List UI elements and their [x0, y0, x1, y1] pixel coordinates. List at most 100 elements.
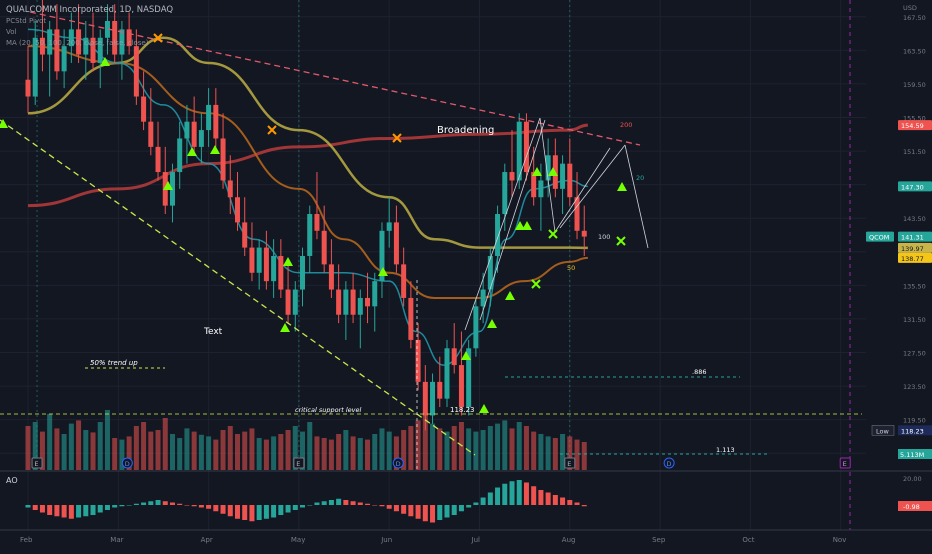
volume-bar [68, 423, 74, 470]
dividend-marker-text: D [125, 460, 130, 468]
ao-bar [83, 505, 89, 517]
candle-body [487, 255, 493, 290]
candle-body [408, 297, 414, 340]
candle-body [451, 348, 457, 366]
ao-bar [292, 505, 298, 510]
volume-bar [343, 430, 349, 470]
candle-body [466, 348, 472, 408]
volume-bar [516, 422, 522, 470]
ao-bar [567, 500, 573, 505]
ao-title[interactable]: AO [6, 476, 18, 485]
candle-body [422, 381, 428, 416]
candle-body [321, 230, 327, 265]
price-badges: 154.59 147.30 141.31 139.97 138.77 QCOM Low 118… [866, 120, 932, 511]
candle-body [444, 348, 450, 399]
ao-badge-text: -0.98 [903, 503, 920, 511]
indicator-pivot[interactable]: PCStd Pivot [6, 17, 46, 25]
cross-marker [392, 133, 402, 143]
ao-bar [502, 483, 508, 505]
ao-bar [343, 500, 349, 505]
low-value-badge [898, 425, 932, 436]
indicator-vol[interactable]: Vol [6, 28, 17, 36]
price-tick-label: 127.50 [903, 350, 926, 358]
candle-body [350, 289, 356, 315]
signal-markers [0, 33, 627, 413]
candle-body [148, 121, 154, 147]
indicator-ma[interactable]: MA (20, 50, 100, 200, close, false, clos… [6, 39, 149, 47]
month-tick-label: May [291, 536, 305, 544]
ao-bar [61, 505, 67, 518]
ao-bar [430, 505, 436, 523]
ao-bar [415, 505, 421, 519]
candle-body [213, 104, 219, 139]
earnings-marker-text: E [296, 460, 300, 468]
ao-bar [357, 502, 363, 505]
volume-bar [126, 436, 132, 470]
future-earnings-marker [839, 457, 851, 469]
ao-bar [372, 505, 378, 506]
candle-body [133, 46, 139, 97]
time-axis[interactable]: Feb Mar Apr May Jun Jul Aug Sep Oct Nov [0, 529, 932, 544]
volume-bar [104, 410, 110, 470]
buy-triangle-marker [283, 257, 293, 266]
dividend-marker [663, 457, 675, 469]
ao-bar [473, 502, 479, 505]
future-earnings-marker-text: E [843, 460, 847, 468]
volume-bar [25, 426, 31, 470]
candle-body [198, 130, 204, 147]
wedge-line-4 [559, 144, 626, 229]
ao-bar [198, 505, 204, 508]
volume-bar [379, 428, 385, 470]
price-tick-label: 167.50 [903, 14, 926, 22]
candle-body [68, 29, 74, 47]
ao-bar [169, 502, 175, 505]
ao-bar [509, 481, 515, 505]
price-tick-label: 155.50 [903, 115, 926, 123]
volume-bar [39, 431, 45, 470]
buy-triangle-marker [515, 221, 525, 230]
wedge-line-2 [479, 119, 546, 321]
volume-bar [365, 439, 371, 470]
ao-bar [560, 497, 566, 505]
ao-bar [458, 505, 464, 512]
ao-bar [148, 501, 154, 505]
price-tick-label: 119.50 [903, 417, 926, 425]
ma20-label: 20 [636, 174, 644, 182]
symbol-title[interactable]: QUALCOMM Incorporated, 1D, NASDAQ [6, 5, 173, 15]
volume-bar [451, 426, 457, 470]
candle-body [83, 37, 89, 55]
buy-triangle-marker [548, 167, 558, 176]
ao-bar [249, 505, 255, 522]
ao-bar [386, 505, 392, 509]
ao-bar [574, 502, 580, 505]
candle-body [523, 121, 529, 173]
volume-bar [198, 434, 204, 470]
candle-body [415, 339, 421, 382]
volume-bar [263, 439, 269, 470]
ma-line-ma50 [27, 45, 588, 299]
price-tick-label: 135.50 [903, 282, 926, 290]
volume-bar [502, 420, 508, 470]
candle-body [531, 172, 537, 198]
volume-bar [300, 431, 306, 470]
volume-bar [242, 431, 248, 470]
dividend-marker [121, 457, 133, 469]
month-tick-label: Sep [652, 536, 666, 544]
candle-body [560, 163, 566, 189]
ao-bar [47, 505, 53, 515]
ao-bar [133, 503, 139, 505]
candle-body [141, 96, 147, 122]
volume-bar [307, 422, 313, 470]
wedge-line-6 [539, 117, 556, 233]
candle-body [480, 289, 486, 307]
fib-1113-label: 1.113 [716, 446, 735, 454]
volume-bar [552, 438, 558, 470]
volume-bar [357, 438, 363, 470]
wedge-line-5 [624, 144, 649, 249]
volume-bar [234, 434, 240, 470]
ao-bar [336, 498, 342, 505]
symbol-badge-text: QCOM [869, 234, 889, 242]
ao-bar [68, 505, 74, 519]
